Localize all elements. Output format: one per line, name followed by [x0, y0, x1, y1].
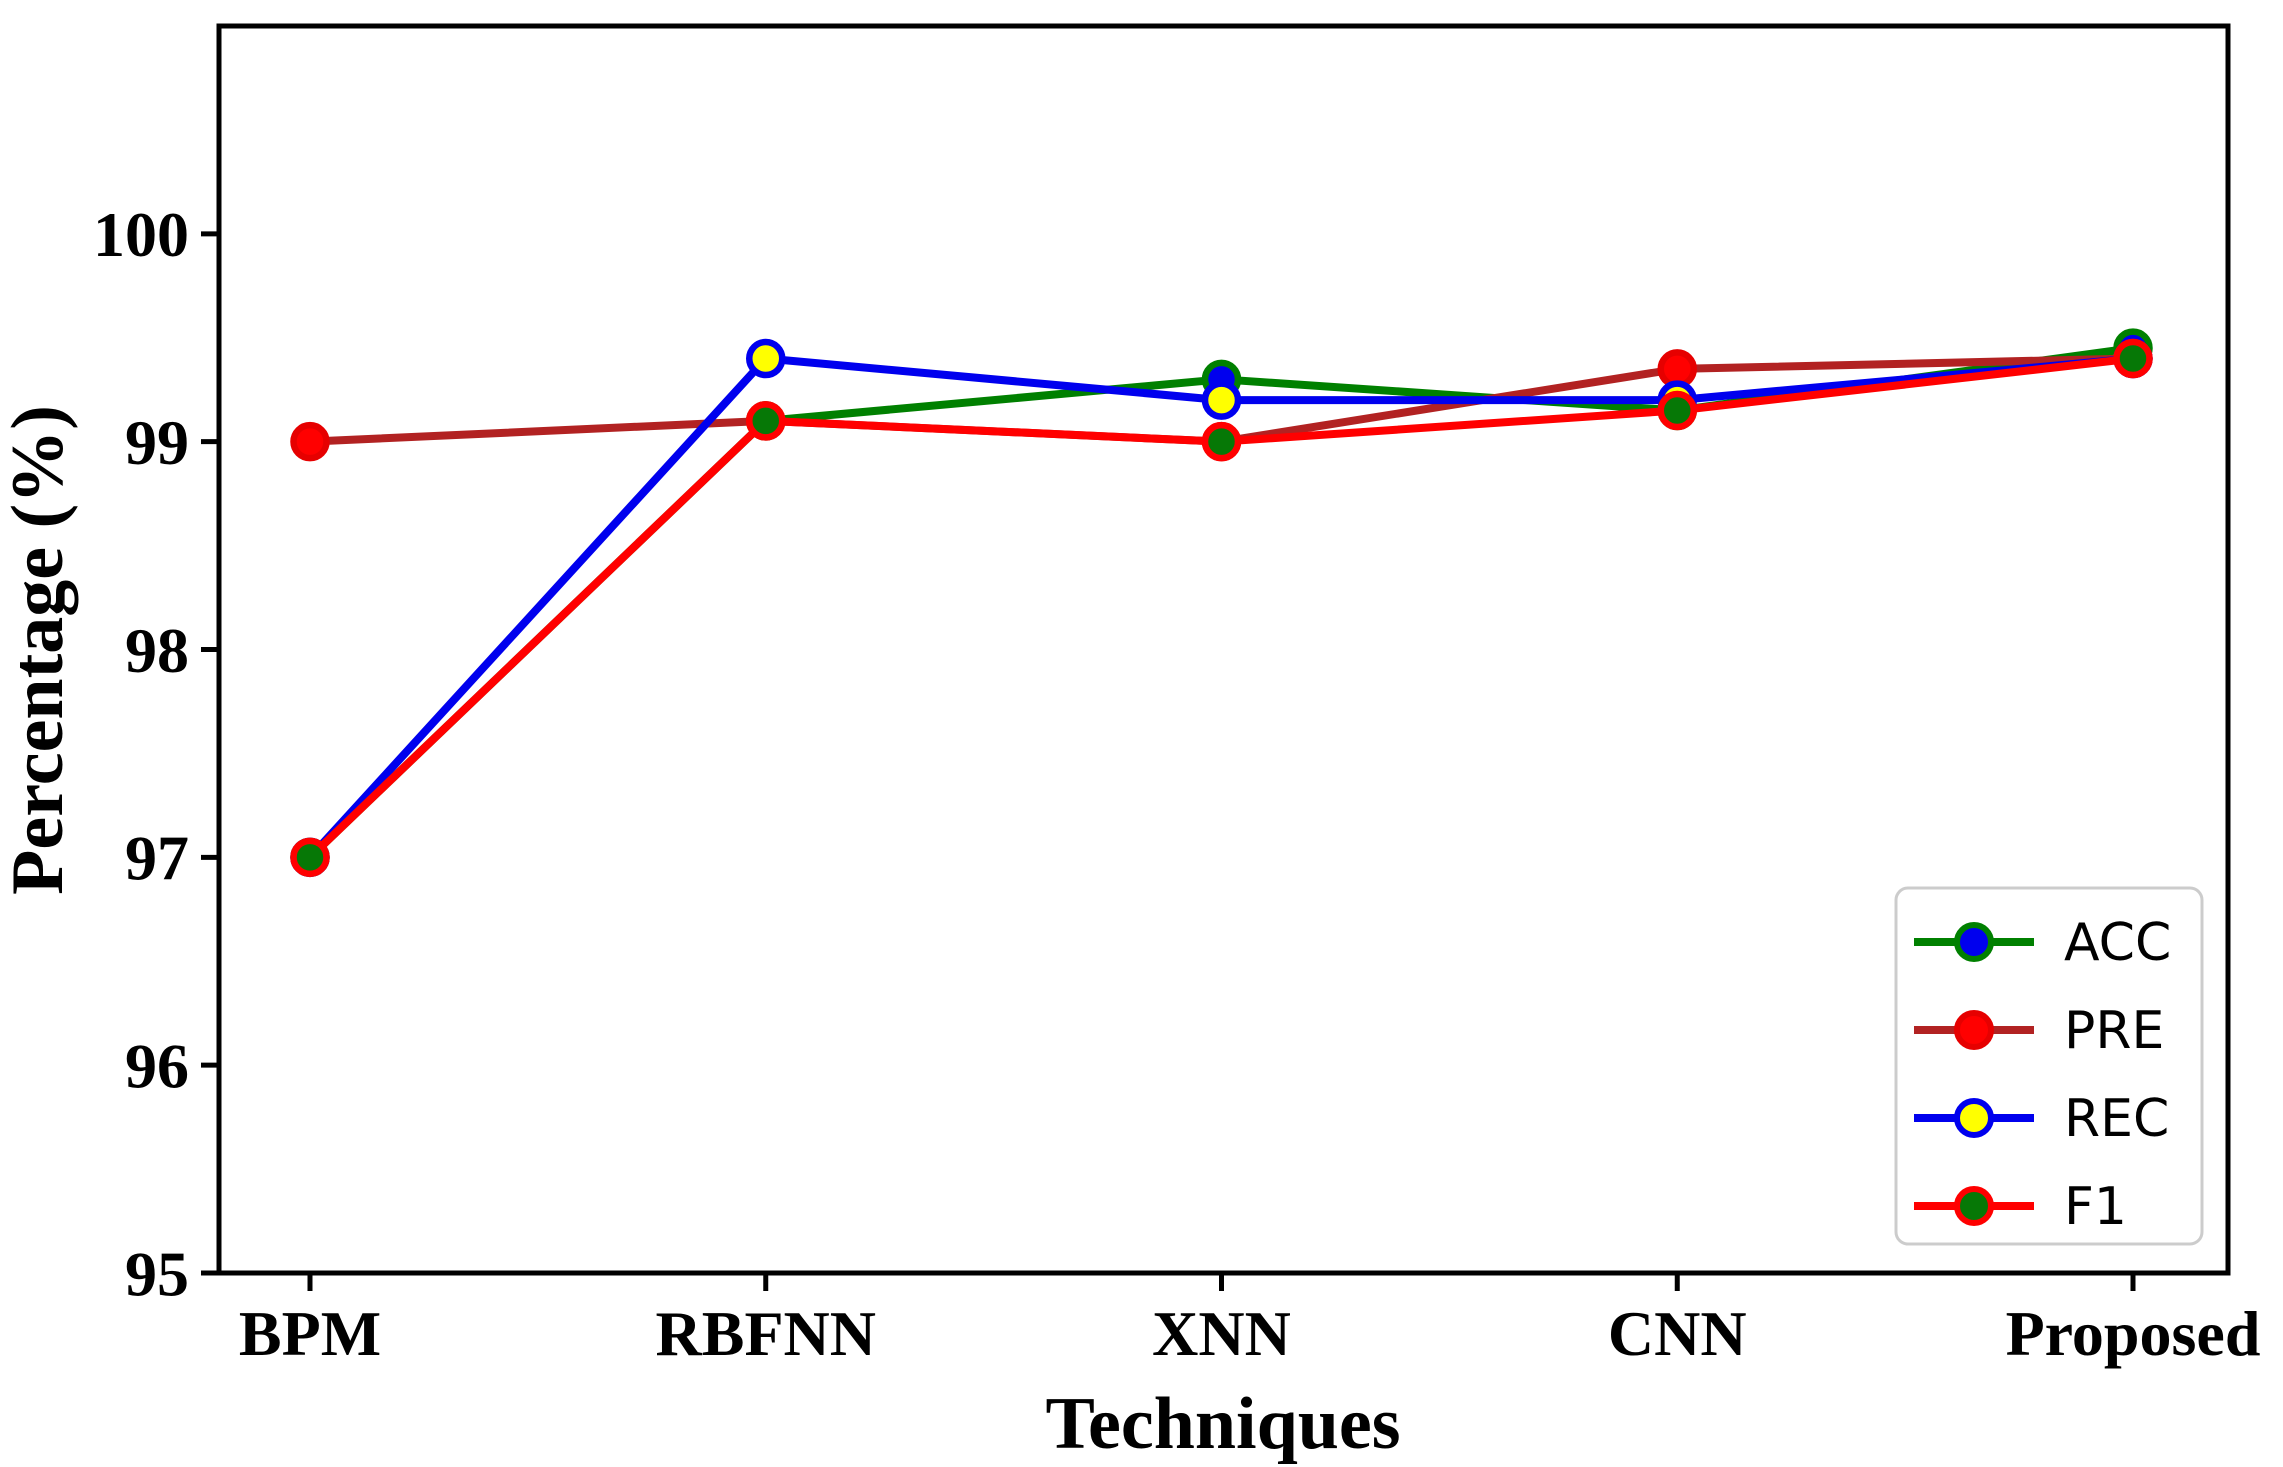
- y-tick-label: 95: [125, 1238, 189, 1309]
- x-tick-label-xnn: XNN: [1152, 1298, 1291, 1369]
- legend-marker-sample: [1954, 922, 1994, 962]
- data-series: [290, 328, 2153, 878]
- marker-pre-bpm: [290, 421, 330, 462]
- y-axis-label: Percentage (%): [0, 405, 79, 895]
- legend-item-acc: ACC: [1914, 913, 2171, 973]
- legend-label-rec: REC: [2064, 1089, 2169, 1149]
- legend-item-f1: F1: [1914, 1177, 2127, 1237]
- y-axis-ticks: 95 96 97 98 99 100: [93, 199, 219, 1309]
- x-tick-label-bpm: BPM: [239, 1298, 381, 1369]
- marker-rec-xnn: [1201, 380, 1242, 420]
- legend-label-f1: F1: [2064, 1177, 2127, 1237]
- x-tick-label-cnn: CNN: [1608, 1298, 1747, 1369]
- legend: ACC PRE REC F1: [1894, 886, 2204, 1246]
- series-f1: [290, 338, 2153, 878]
- marker-f1-proposed: [2113, 338, 2153, 379]
- marker-f1-bpm: [290, 837, 330, 878]
- legend-marker-sample: [1954, 1098, 1994, 1138]
- legend-item-pre: PRE: [1914, 1001, 2164, 1061]
- legend-marker-sample: [1954, 1010, 1994, 1050]
- legend-box: [1894, 886, 2204, 1246]
- y-tick-label: 99: [125, 407, 189, 478]
- legend-label-acc: ACC: [2064, 913, 2171, 973]
- y-tick-label: 98: [125, 615, 189, 686]
- y-tick-label: 100: [93, 199, 189, 270]
- marker-rec-rbfnn: [746, 338, 786, 379]
- marker-f1-rbfnn: [746, 401, 786, 441]
- legend-item-rec: REC: [1914, 1089, 2169, 1149]
- x-tick-label-proposed: Proposed: [2006, 1298, 2261, 1369]
- x-tick-label-rbfnn: RBFNN: [656, 1298, 876, 1369]
- x-axis-ticks: BPM RBFNN XNN CNN Proposed: [239, 1273, 2261, 1369]
- y-tick-label: 96: [125, 1031, 189, 1102]
- marker-f1-cnn: [1657, 390, 1697, 431]
- legend-marker-sample: [1954, 1186, 1994, 1226]
- y-tick-label: 97: [125, 823, 189, 894]
- x-axis-label: Techniques: [1045, 1383, 1400, 1465]
- marker-f1-xnn: [1201, 421, 1242, 462]
- legend-label-pre: PRE: [2064, 1001, 2164, 1061]
